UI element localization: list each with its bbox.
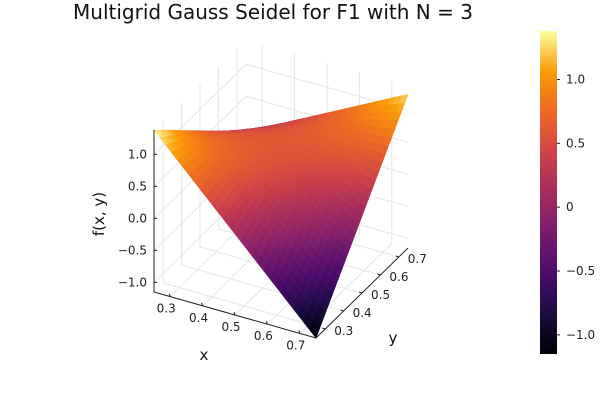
y-tick-mark <box>395 255 399 258</box>
x-tick-label: 0.5 <box>221 320 240 334</box>
y-tick-mark <box>377 273 381 276</box>
colorbar-tick-label: −0.5 <box>566 264 595 278</box>
z-tick-label: −0.5 <box>118 243 147 257</box>
y-tick-label: 0.6 <box>389 270 408 284</box>
y-tick-label: 0.5 <box>371 288 390 302</box>
chart-title: Multigrid Gauss Seidel for F1 with N = 3 <box>73 0 473 24</box>
x-tick-label: 0.6 <box>254 329 273 343</box>
y-tick-mark <box>322 327 326 330</box>
surface-patch <box>309 321 320 339</box>
colorbar-ticks: −1.0 −0.5 0 0.5 1.0 <box>557 73 595 342</box>
z-axis-label: f(x, y) <box>90 192 108 236</box>
colorbar-tick-label: 1.0 <box>566 73 585 87</box>
y-axis-label: y <box>389 329 398 347</box>
colorbar-tick-label: −1.0 <box>566 328 595 342</box>
z-tick-label: −1.0 <box>118 275 147 289</box>
y-tick-label: 0.3 <box>334 324 353 338</box>
gridline <box>153 63 409 155</box>
colorbar-tick-label: 0 <box>566 200 574 214</box>
colorbar <box>540 31 557 354</box>
x-tick-label: 0.4 <box>189 311 208 325</box>
x-tick-mark <box>233 311 236 316</box>
x-tick-mark <box>298 330 301 334</box>
x-tick-mark <box>201 302 204 306</box>
tick-labels: 0.30.40.50.60.70.30.40.50.60.7−1.0−0.50.… <box>118 147 427 352</box>
x-tick-label: 0.3 <box>157 302 176 316</box>
y-tick-mark <box>340 309 344 312</box>
y-tick-mark <box>358 291 363 294</box>
colorbar-tick-label: 0.5 <box>566 136 585 150</box>
y-tick-label: 0.7 <box>408 252 427 266</box>
x-tick-label: 0.7 <box>286 338 305 352</box>
z-tick-label: 1.0 <box>128 147 147 161</box>
x-tick-mark <box>168 293 171 297</box>
surface-mesh <box>153 93 409 339</box>
gridline <box>163 282 326 330</box>
x-axis-label: x <box>200 346 209 364</box>
z-tick-label: 0.0 <box>128 211 147 225</box>
x-tick-mark <box>265 321 268 325</box>
y-tick-label: 0.4 <box>353 306 372 320</box>
z-tick-label: 0.5 <box>128 179 147 193</box>
